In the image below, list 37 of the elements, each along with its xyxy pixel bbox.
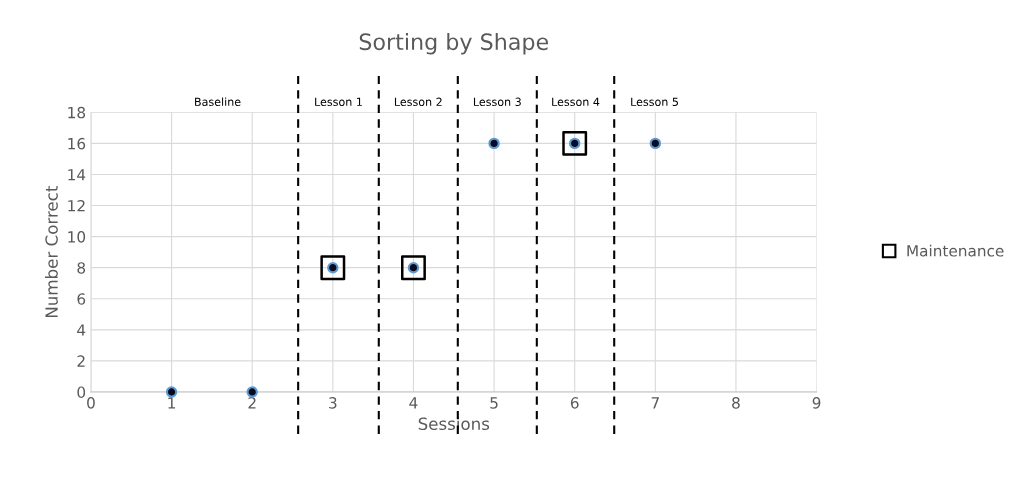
y-tick-label: 16 — [68, 137, 86, 150]
chart-title: Sorting by Shape — [359, 32, 549, 55]
x-tick-label: 2 — [248, 397, 256, 409]
y-tick-label: 2 — [77, 355, 85, 367]
y-tick-label: 12 — [68, 200, 85, 212]
x-tick-label: 6 — [570, 397, 579, 409]
x-tick-label: 3 — [329, 397, 337, 409]
y-tick-label: 4 — [77, 324, 86, 336]
y-tick-label: 8 — [77, 262, 86, 274]
y-tick-label: 14 — [68, 169, 86, 181]
point — [488, 137, 500, 150]
x-axis-title: Sessions — [418, 417, 490, 431]
x-tick-label: 1 — [168, 397, 176, 409]
text: Baseline — [195, 97, 241, 106]
legend-label: Maintenance — [907, 244, 1004, 257]
point — [246, 386, 258, 398]
text: Lesson 1 — [315, 97, 362, 106]
point — [562, 130, 588, 156]
x-tick-label: 7 — [651, 397, 659, 409]
x-tick-label: 4 — [409, 397, 418, 409]
point — [649, 137, 662, 150]
text: Lesson 5 — [631, 97, 678, 106]
x-tick-label: 5 — [490, 397, 498, 409]
point — [165, 386, 178, 398]
point — [320, 255, 346, 281]
point — [401, 255, 426, 281]
y-tick-label: 10 — [68, 231, 86, 243]
x-tick-label: 0 — [87, 397, 95, 409]
text: Lesson 4 — [552, 97, 600, 106]
x-tick-label: 9 — [812, 397, 821, 409]
text: Lesson 2 — [394, 97, 442, 106]
text: Lesson 3 — [473, 97, 521, 106]
y-tick-label: 6 — [77, 293, 86, 305]
y-tick-label: 18 — [68, 106, 86, 119]
x-tick-label: 8 — [732, 397, 740, 409]
y-axis-title: Number Correct — [44, 186, 58, 318]
y-tick-label: 0 — [77, 386, 86, 398]
